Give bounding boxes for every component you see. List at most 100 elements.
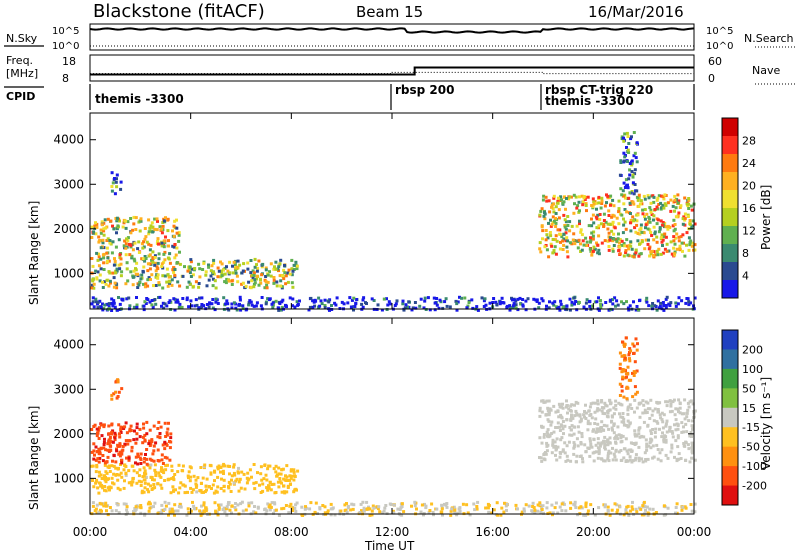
echo-cell-band-5	[103, 303, 107, 307]
echo-cell-band-5	[268, 298, 271, 302]
echo-cell-band-0	[186, 490, 189, 494]
echo-cell-band-5	[214, 300, 218, 304]
echo-cell-band-0	[243, 487, 247, 491]
echo-cell-band-2	[116, 395, 120, 398]
echo-cell-band-3	[650, 234, 654, 237]
echo-cell-band-3	[636, 198, 640, 202]
echo-cell-band-1	[120, 461, 124, 465]
echo-cell-band-5	[487, 510, 491, 514]
echo-cell-band-5	[354, 301, 358, 305]
echo-cell-band-3	[622, 223, 626, 227]
echo-cell-band-3	[611, 249, 615, 253]
echo-cell-band-5	[516, 308, 520, 312]
echo-cell-band-3	[560, 235, 564, 239]
echo-cell-band-3	[681, 233, 685, 237]
echo-cell-band-1	[100, 434, 104, 438]
echo-cell-band-3	[616, 425, 620, 429]
echo-cell-band-0	[120, 270, 124, 274]
echo-cell-band-5	[313, 298, 317, 302]
echo-cell-band-5	[508, 306, 512, 310]
echo-cell-band-3	[662, 197, 666, 201]
echo-cell-band-0	[233, 473, 237, 477]
echo-cell-band-3	[652, 250, 656, 254]
echo-cell-band-0	[183, 491, 187, 495]
echo-cell-band-0	[137, 474, 141, 478]
echo-cell-band-0	[284, 282, 288, 286]
echo-cell-band-1	[162, 252, 166, 256]
echo-cell-band-5	[112, 299, 116, 303]
echo-cell-band-1	[90, 225, 94, 229]
echo-cell-band-5	[280, 305, 284, 309]
echo-cell-band-3	[554, 234, 558, 238]
echo-cell-band-1	[97, 426, 101, 430]
echo-cell-band-3	[622, 217, 625, 221]
echo-cell-band-1	[162, 217, 166, 221]
echo-cell-band-0	[272, 278, 276, 282]
echo-cell-band-3	[683, 216, 687, 220]
echo-cell-band-3	[675, 247, 679, 251]
echo-cell-band-3	[609, 203, 612, 207]
echo-cell-band-5	[410, 504, 413, 508]
echo-cell-band-5	[422, 513, 425, 517]
echo-cell-band-0	[115, 286, 119, 290]
echo-cell-band-0	[179, 481, 183, 485]
echo-cell-band-5	[582, 305, 586, 309]
echo-cell-band-0	[94, 470, 98, 474]
echo-cell-band-3	[617, 199, 621, 203]
echo-cell-band-0	[250, 475, 253, 479]
echo-cell-band-0	[286, 280, 290, 284]
echo-cell-band-3	[629, 218, 633, 222]
echo-cell-band-3	[603, 443, 607, 446]
echo-cell-band-3	[548, 231, 552, 234]
echo-cell-band-0	[124, 471, 128, 475]
echo-cell-band-5	[115, 308, 119, 312]
echo-cell-band-3	[577, 210, 581, 214]
echo-cell-band-5	[135, 296, 138, 299]
echo-cell-band-0	[98, 279, 102, 283]
echo-cell-band-3	[684, 441, 688, 445]
echo-cell-band-1	[129, 429, 133, 432]
echo-cell-band-0	[204, 484, 208, 488]
echo-cell-band-4	[635, 348, 639, 352]
echo-cell-band-3	[559, 195, 563, 199]
echo-cell-band-0	[265, 283, 269, 287]
echo-cell-band-3	[649, 210, 653, 214]
echo-cell-band-0	[212, 272, 216, 276]
echo-cell-band-5	[676, 302, 680, 306]
echo-cell-band-0	[125, 261, 129, 265]
echo-cell-band-5	[575, 308, 579, 312]
echo-cell-band-0	[142, 474, 146, 478]
echo-cell-band-3	[573, 403, 576, 407]
echo-cell-band-5	[401, 302, 405, 306]
echo-cell-band-5	[463, 296, 467, 300]
echo-cell-band-3	[608, 441, 612, 445]
echo-cell-band-3	[690, 419, 694, 423]
echo-cell-band-5	[420, 503, 424, 507]
echo-cell-band-4	[622, 181, 626, 185]
echo-cell-band-3	[687, 236, 691, 240]
echo-cell-band-5	[444, 503, 448, 507]
echo-cell-band-3	[612, 232, 616, 236]
echo-cell-band-0	[160, 470, 164, 473]
echo-cell-band-3	[568, 229, 572, 233]
echo-cell-band-0	[178, 486, 182, 490]
colorbar-swatch	[722, 226, 738, 245]
echo-cell-band-5	[254, 304, 258, 308]
colorbar-tick-label: 4	[742, 270, 749, 283]
echo-cell-band-0	[230, 474, 234, 478]
echo-cell-band-1	[113, 257, 116, 261]
echo-cell-band-3	[670, 443, 674, 447]
echo-cell-band-3	[571, 238, 575, 242]
echo-cell-band-5	[168, 507, 172, 511]
echo-cell-band-3	[603, 447, 607, 451]
echo-cell-band-5	[222, 296, 226, 300]
echo-cell-band-3	[682, 412, 686, 416]
echo-cell-band-3	[659, 416, 663, 420]
echo-cell-band-3	[687, 447, 691, 451]
echo-cell-band-5	[407, 300, 411, 304]
echo-cell-band-0	[279, 472, 283, 476]
echo-cell-band-3	[690, 224, 694, 228]
echo-cell-band-3	[637, 426, 641, 430]
echo-cell-band-5	[284, 303, 287, 307]
